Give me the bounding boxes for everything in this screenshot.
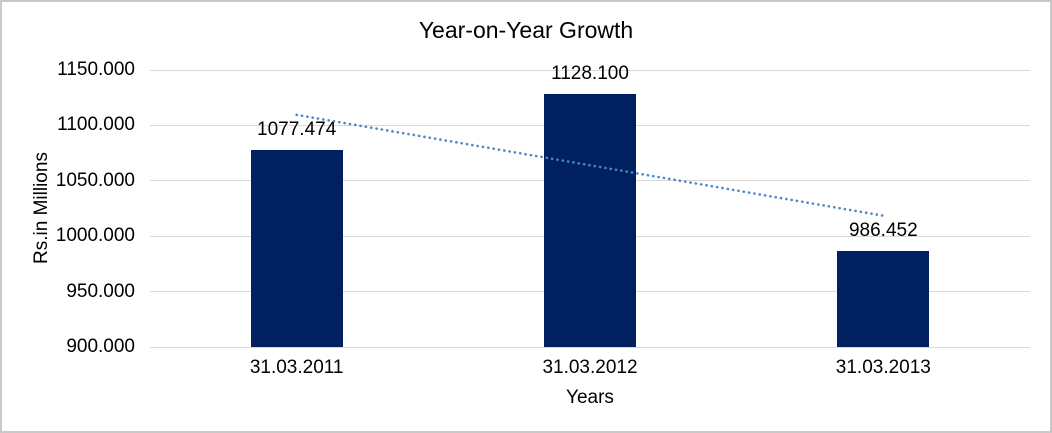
bar-value-label: 1077.474 [257,119,337,141]
y-axis-title: Rs.in Millions [31,152,52,264]
bar-value-label: 986.452 [848,220,918,242]
y-axis-tick-label: 900.000 [66,336,135,357]
x-axis-category-label: 31.03.2012 [542,357,638,378]
bar-value-label: 1128.100 [551,63,629,85]
bar [837,251,930,347]
y-axis-tick-label: 1050.000 [55,169,135,191]
bar [544,94,636,347]
y-axis-tick-label: 1100.000 [57,114,135,136]
gridline [150,69,1030,71]
x-axis-category-label: 31.03.2011 [249,357,344,378]
y-axis-tick-label: 950.000 [66,280,135,302]
gridline [150,346,1030,348]
x-axis-title: Years [566,387,614,408]
x-axis-category-label: 31.03.2013 [835,357,931,378]
bar [250,150,343,347]
chart-title: Year-on-Year Growth [418,17,634,43]
y-axis-tick-label: 1000.000 [55,225,135,247]
y-axis-tick-label: 1150.000 [57,59,135,80]
